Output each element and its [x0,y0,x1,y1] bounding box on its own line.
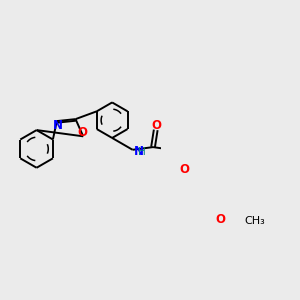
Text: O: O [215,213,225,226]
Text: O: O [77,126,87,139]
Text: CH₃: CH₃ [244,216,265,226]
Text: O: O [151,119,161,132]
Text: O: O [179,163,189,176]
Text: H: H [138,148,146,158]
Text: N: N [134,145,144,158]
Text: N: N [53,119,63,132]
